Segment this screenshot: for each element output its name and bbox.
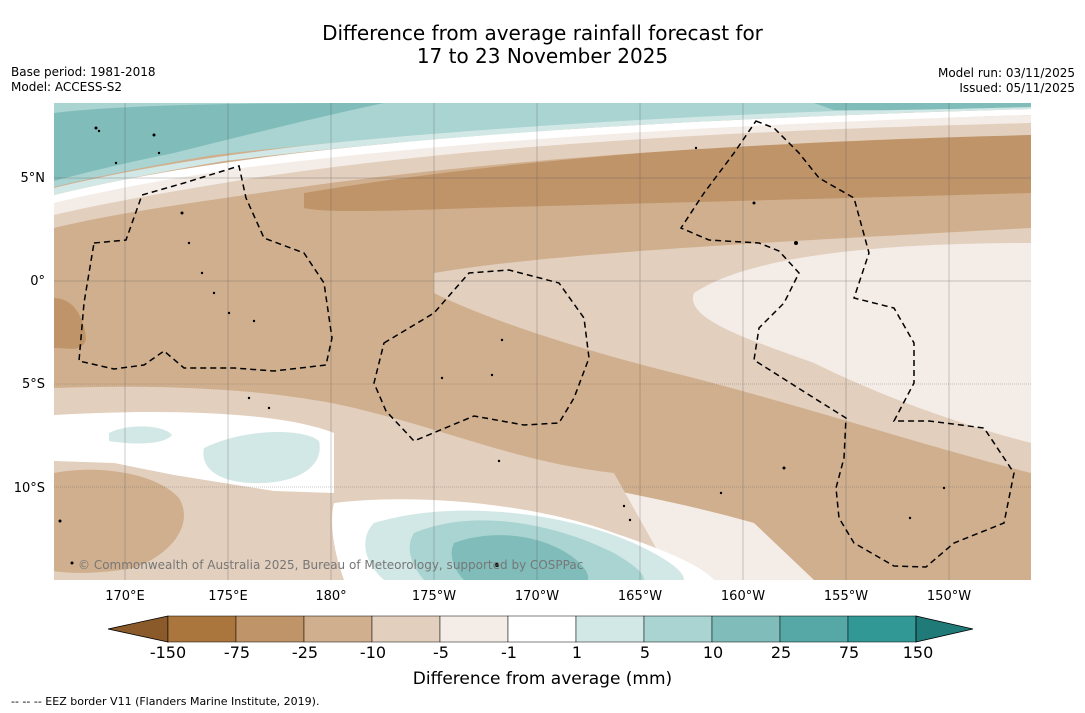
- colorbar-segment: [575, 615, 645, 643]
- colorbar-title: Difference from average (mm): [412, 669, 673, 689]
- colorbar-label: -75: [223, 643, 251, 662]
- colorbar-arrow-right: [915, 615, 974, 643]
- colorbar-segment: [371, 615, 441, 643]
- north-moderate-wet: [54, 103, 1031, 187]
- colorbar-segment: [847, 615, 917, 643]
- right-very-light-region: [692, 243, 1031, 443]
- colorbar-label: -1: [501, 643, 517, 662]
- north-strong-dry-band: [304, 133, 1031, 212]
- colorbar: [107, 615, 974, 643]
- colorbar-segment: [779, 615, 849, 643]
- title-line-2: 17 to 23 November 2025: [416, 44, 669, 68]
- north-wet: [54, 103, 384, 181]
- graticule: [54, 103, 1031, 580]
- colorbar-segment: [711, 615, 781, 643]
- lat-tick-5s: 5°S: [21, 377, 45, 392]
- lower-center-wet-3: [451, 535, 589, 580]
- colorbar-arrow-left: [107, 615, 169, 643]
- colorbar-segment: [167, 615, 237, 643]
- colorbar-label: -25: [291, 643, 319, 662]
- base-period: Base period: 1981-2018: [11, 65, 156, 79]
- run-info: Model run: 03/11/2025 Issued: 05/11/2025: [938, 66, 1075, 96]
- eez-footnote: -- -- -- EEZ border V11 (Flanders Marine…: [11, 695, 320, 708]
- colorbar-segment: [507, 615, 577, 643]
- lon-tick-175w: 175°W: [411, 589, 457, 604]
- colorbar-segment: [235, 615, 305, 643]
- lon-tick-175e: 175°E: [208, 589, 248, 604]
- colorbar-label: -150: [149, 643, 187, 662]
- lon-tick-165w: 165°W: [617, 589, 663, 604]
- left-wet-patch: [203, 431, 320, 484]
- rainfall-map: [54, 103, 1031, 580]
- colorbar-label: 1: [571, 643, 583, 662]
- lat-tick-5n: 5°N: [20, 171, 46, 186]
- eez-borders: [78, 120, 1015, 568]
- lon-tick-150w: 150°W: [926, 589, 972, 604]
- base-info: Base period: 1981-2018 Model: ACCESS-S2: [11, 65, 156, 95]
- eez-kiribati-gilbert: [78, 165, 333, 372]
- eez-kiribati-line: [679, 120, 1015, 568]
- lower-left-dry-patch: [54, 469, 184, 573]
- north-wet-right: [814, 103, 1031, 111]
- left-strong-dry-patch: [54, 298, 86, 349]
- north-light-dry: [54, 121, 1031, 228]
- eez-kiribati-phoenix: [373, 269, 590, 442]
- islands: [58, 126, 946, 567]
- colorbar-label: 5: [639, 643, 651, 662]
- lon-tick-170w: 170°W: [514, 589, 560, 604]
- colorbar-label: 150: [902, 643, 934, 662]
- lon-tick-170e: 170°E: [105, 589, 145, 604]
- colorbar-segment: [643, 615, 713, 643]
- colorbar-label: 10: [702, 643, 724, 662]
- lon-tick-155w: 155°W: [823, 589, 869, 604]
- issued-date: Issued: 05/11/2025: [959, 81, 1075, 95]
- lon-tick-180: 180°: [315, 589, 347, 604]
- colorbar-label: -10: [359, 643, 387, 662]
- colorbar-segment: [439, 615, 509, 643]
- lat-tick-0: 0°: [30, 274, 45, 289]
- lat-tick-10s: 10°S: [13, 481, 45, 496]
- map-title: Difference from average rainfall forecas…: [0, 22, 1085, 68]
- colorbar-label: 75: [838, 643, 860, 662]
- model-run-date: Model run: 03/11/2025: [937, 66, 1075, 80]
- model-name: Model: ACCESS-S2: [11, 80, 123, 94]
- colorbar-label: 25: [770, 643, 792, 662]
- title-line-1: Difference from average rainfall forecas…: [322, 21, 763, 45]
- copyright-notice: © Commonwealth of Australia 2025, Bureau…: [78, 558, 584, 572]
- colorbar-label: -5: [433, 643, 449, 662]
- lon-tick-160w: 160°W: [720, 589, 766, 604]
- colorbar-segment: [303, 615, 373, 643]
